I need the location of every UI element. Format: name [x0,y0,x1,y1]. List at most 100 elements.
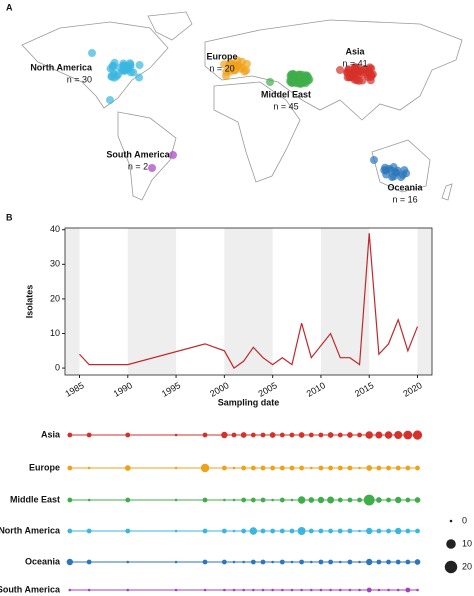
dot [386,528,391,534]
dot [396,588,400,592]
map-point [370,156,378,164]
data-line [79,233,419,369]
x-tick-label: 2000 [208,380,230,399]
band [417,228,432,375]
dot [290,588,294,592]
map-point [169,151,177,159]
map-point [336,66,344,74]
map-point [400,166,409,175]
dot [279,528,285,534]
region-count: n = 30 [67,74,92,84]
dot [337,432,343,438]
region-name: Europe [206,51,237,61]
dot [279,497,285,503]
dot [309,588,313,592]
dot [68,588,72,592]
dot [221,528,227,534]
dot [300,588,303,592]
dot [221,559,227,565]
panel-label: A [6,2,13,12]
row-label: Europe [29,462,60,472]
row-label: North America [0,525,61,535]
dot [376,528,382,534]
dot [200,463,210,473]
dot [250,465,256,471]
dot [203,588,207,592]
dot [358,529,361,533]
dot [414,497,421,503]
dot [416,588,419,592]
row-label: Asia [41,429,61,439]
dot [375,431,383,439]
dot [405,465,411,471]
dot [223,498,226,502]
dot [405,528,411,534]
dot [125,497,131,503]
map-point [288,78,297,87]
dot [249,527,258,535]
x-tick-label: 2010 [305,380,327,399]
dot [347,528,353,534]
dot [358,466,361,470]
dot [376,497,382,503]
dot [297,527,306,535]
dot [289,465,295,471]
land [117,111,177,201]
map-point [296,74,305,83]
dot [327,496,335,504]
dot [126,588,130,592]
size-legend-dot [446,539,456,549]
dot [348,588,352,592]
dot [405,497,411,503]
dot [308,497,315,503]
dot [318,559,324,565]
dot [232,498,236,502]
dot [86,432,92,438]
dot [366,587,372,593]
dot [202,497,208,503]
dot [298,432,305,438]
dot [221,431,228,439]
dot [174,588,178,592]
dot [67,497,73,503]
map-point [112,72,121,81]
land [204,19,463,121]
dot [376,559,382,565]
dot [297,496,306,504]
map-point [234,61,243,70]
x-axis-title: Sampling date [218,397,280,407]
map-point [220,60,229,69]
dot [252,588,255,592]
dot [386,465,391,471]
dot [317,496,325,504]
dot [87,498,91,502]
dot [271,498,274,502]
land [213,81,301,183]
band [224,228,273,375]
dot [202,559,208,565]
dot [271,588,274,592]
dot [260,497,266,503]
y-tick-label: 30 [50,259,60,269]
x-tick-label: 2020 [401,380,423,399]
region-count: n = 41 [342,58,367,68]
dot [174,466,178,470]
dot [87,588,91,592]
map-point [266,78,274,86]
dot [260,432,266,438]
map-point [106,96,114,104]
dot [415,465,420,471]
dot [125,432,131,438]
land [441,183,453,201]
dot [403,430,413,440]
dot [328,465,333,471]
dot [414,559,421,565]
map-point [135,61,144,70]
dot [241,528,247,534]
map-point [364,72,373,81]
dot [319,588,323,592]
dot [395,559,401,565]
dot [202,528,208,534]
dot [338,560,342,564]
